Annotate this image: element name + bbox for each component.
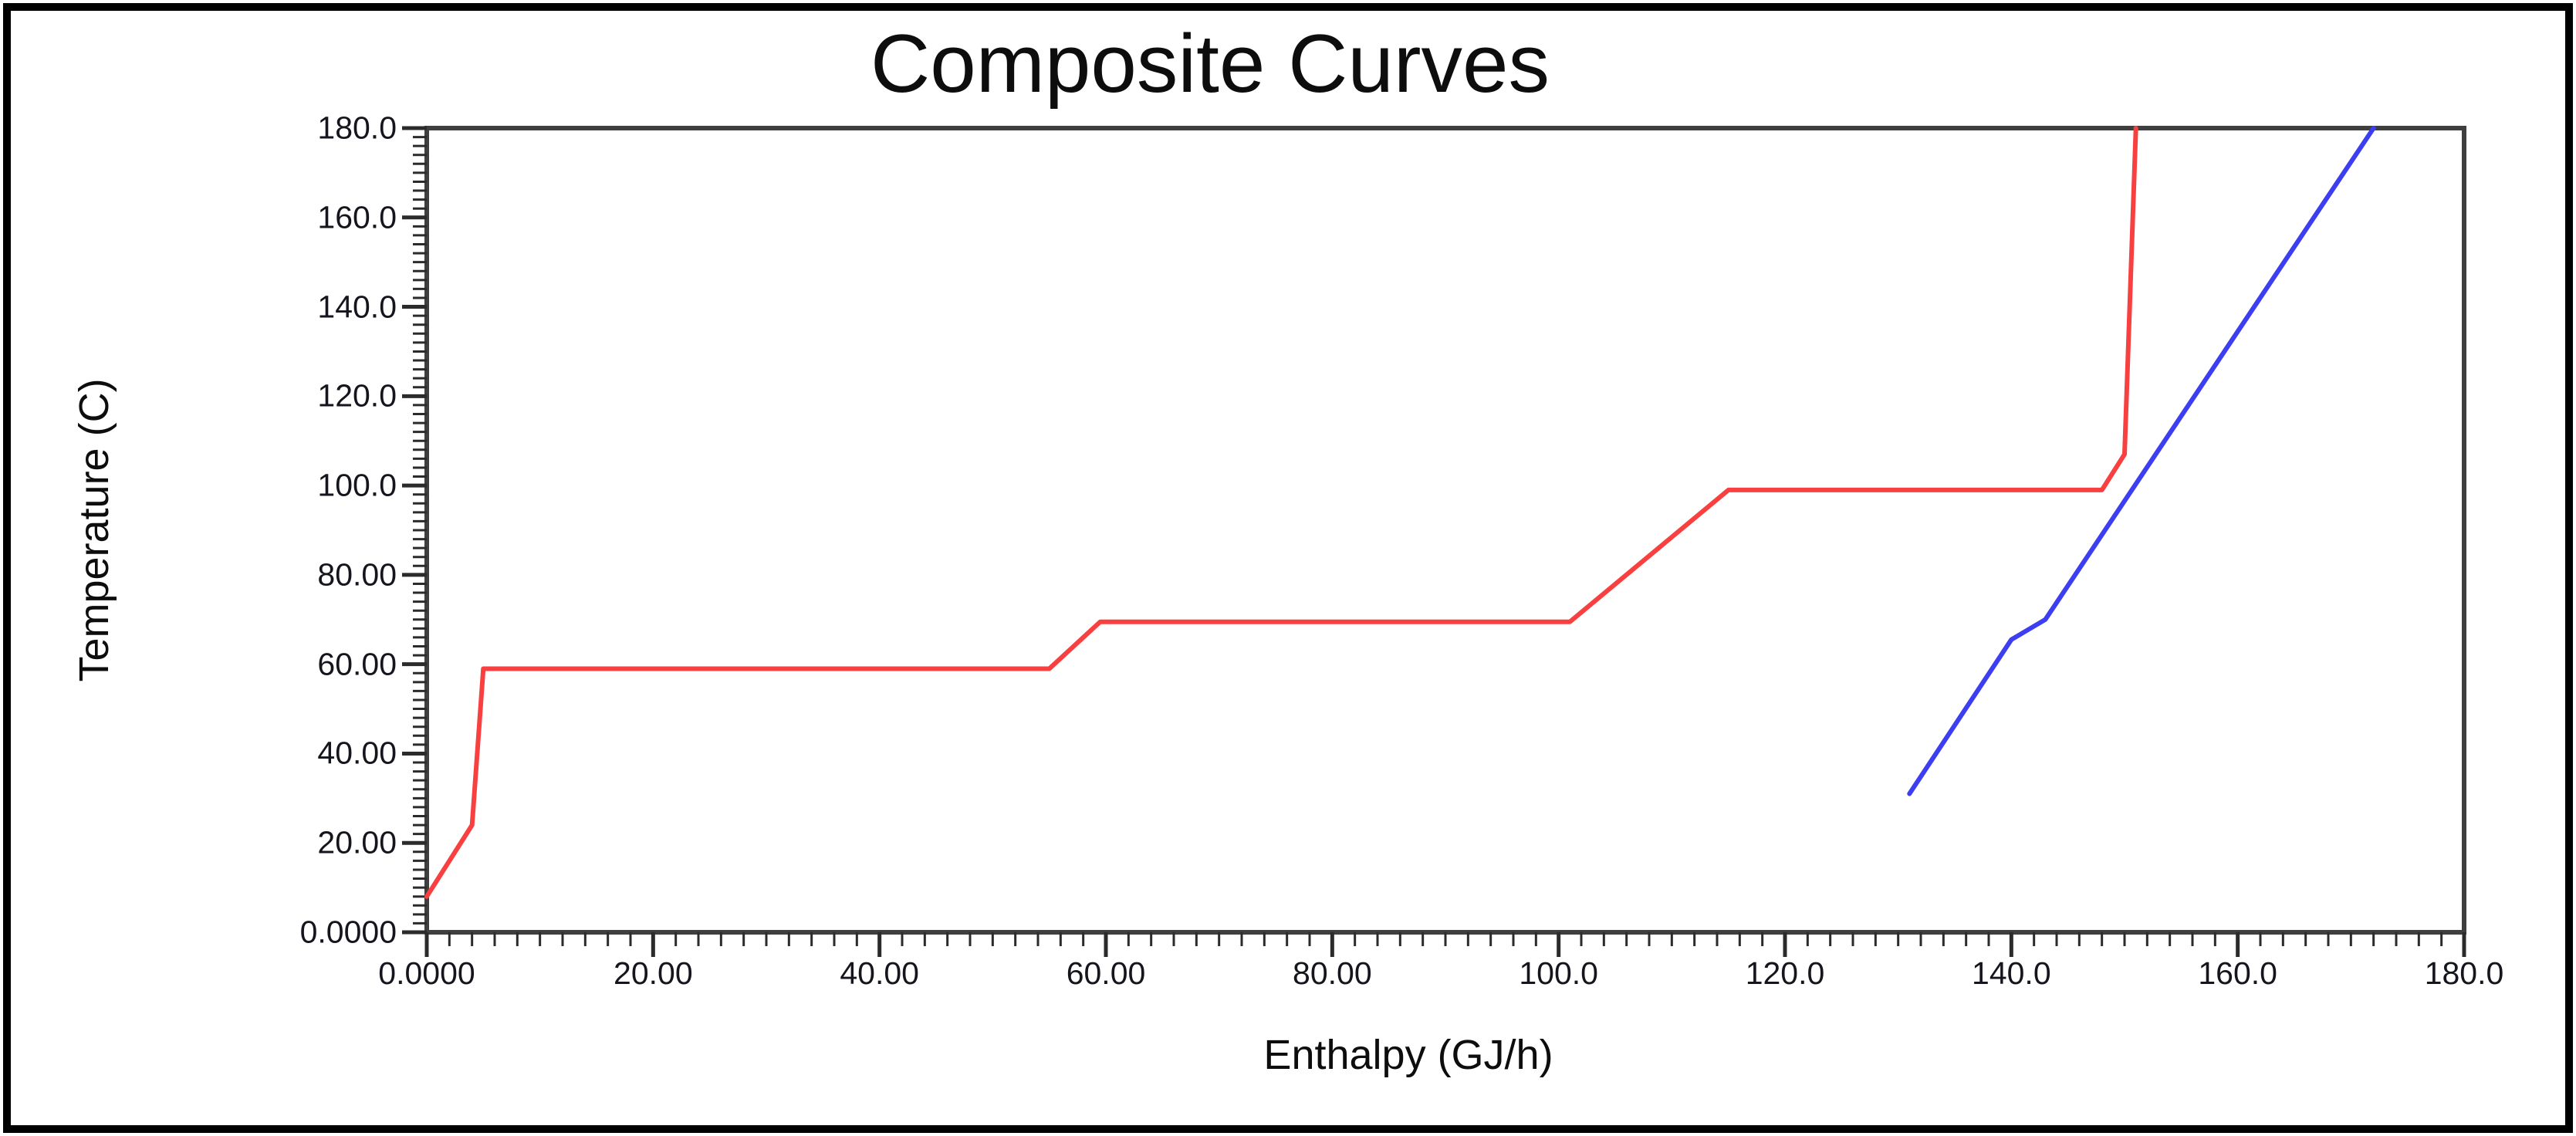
y-tick-label: 0.0000 (299, 914, 397, 950)
y-tick-label: 80.00 (317, 556, 397, 593)
y-axis-title: Temperature (C) (71, 378, 117, 682)
y-tick-label: 100.0 (317, 467, 397, 503)
y-tick-label: 140.0 (317, 289, 397, 325)
x-tick-label: 40.00 (840, 955, 919, 991)
x-tick-label: 80.00 (1293, 955, 1372, 991)
chart-title: Composite Curves (870, 17, 1550, 110)
plot-border (424, 126, 2466, 935)
x-tick-label: 60.00 (1066, 955, 1146, 991)
y-tick-label: 20.00 (317, 824, 397, 860)
x-tick-label: 100.0 (1519, 955, 1598, 991)
y-tick-label: 40.00 (317, 735, 397, 771)
y-tick-label: 120.0 (317, 377, 397, 414)
x-tick-label: 120.0 (1745, 955, 1825, 991)
x-tick-label: 0.0000 (378, 955, 475, 991)
x-tick-label: 160.0 (2198, 955, 2277, 991)
x-tick-label: 20.00 (614, 955, 693, 991)
y-tick-label: 160.0 (317, 199, 397, 235)
blue-composite-curve-line (1907, 126, 2376, 796)
y-tick-label: 60.00 (317, 646, 397, 682)
x-tick-label: 180.0 (2424, 955, 2504, 991)
red-composite-curve-line (424, 126, 2138, 899)
x-tick-label: 140.0 (1972, 955, 2051, 991)
y-tick-label: 180.0 (317, 110, 397, 146)
x-axis-title: Enthalpy (GJ/h) (1263, 1032, 1553, 1078)
